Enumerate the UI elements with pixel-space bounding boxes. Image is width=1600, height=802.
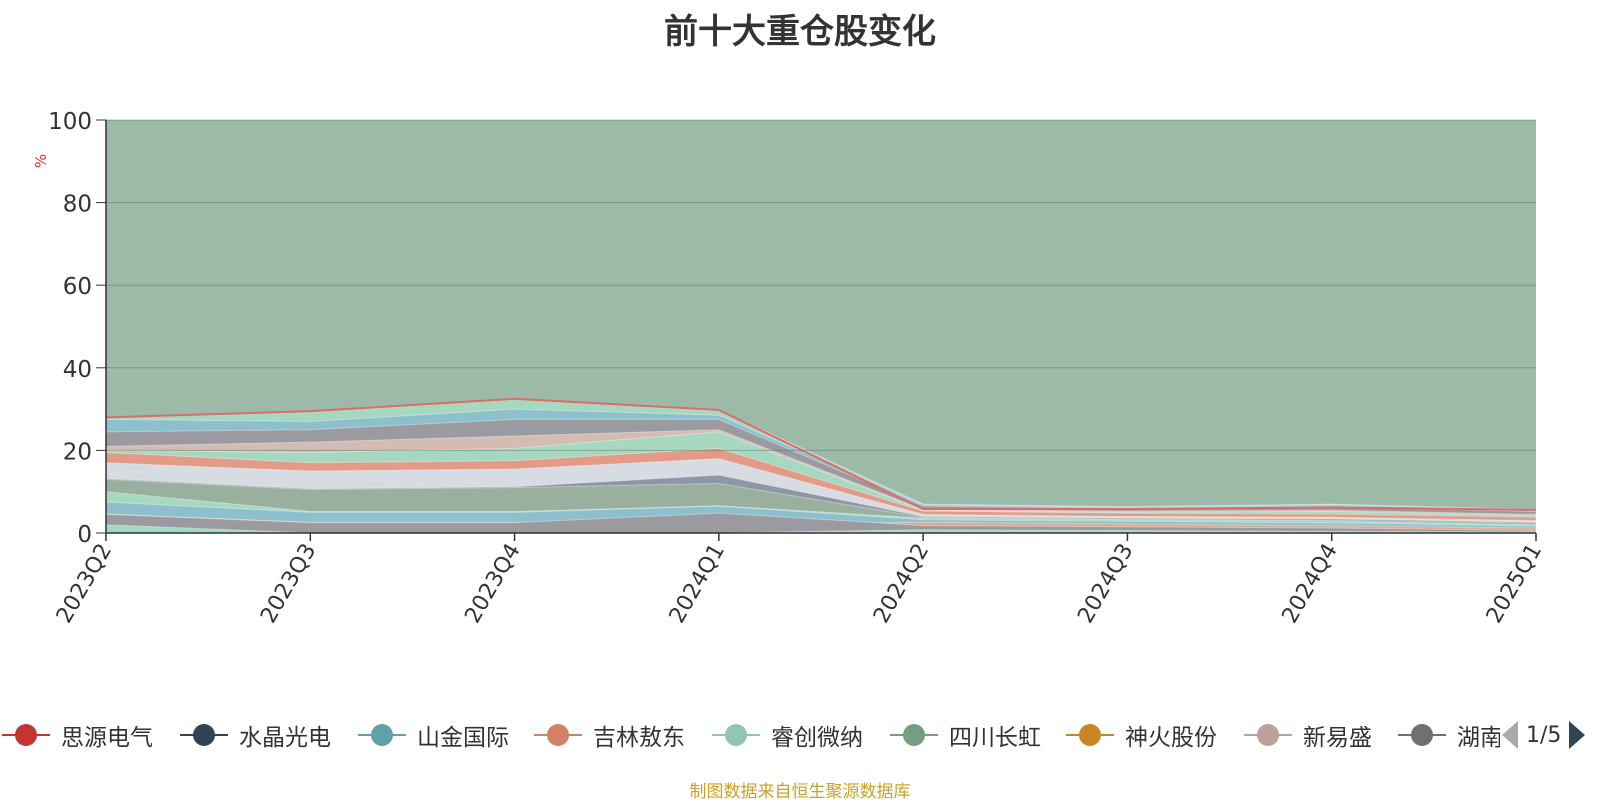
legend-item[interactable]: 四川长虹 [888, 710, 1041, 760]
x-tick-label: 2023Q4 [460, 540, 525, 628]
prev-page-icon[interactable] [1500, 719, 1520, 751]
x-tick-labels: 2023Q2 2023Q3 2023Q4 2024Q1 2024Q2 2024Q3 2024… [52, 540, 1547, 628]
legend-marker-icon [2, 724, 50, 746]
page-indicator: 1/5 [1526, 722, 1562, 748]
legend-label: 山金国际 [417, 725, 509, 751]
legend-marker-icon [712, 724, 760, 746]
y-tick-label: 40 [63, 357, 92, 383]
y-tick-label: 80 [63, 192, 92, 218]
axes [96, 119, 1537, 541]
legend-label: 睿创微纳 [771, 725, 863, 751]
legend-item[interactable]: 新易盛 [1242, 710, 1372, 760]
series-line-top [105, 397, 1537, 511]
legend-label: 新易盛 [1303, 725, 1372, 751]
y-tick-labels: 0 20 40 60 80 100 [48, 109, 92, 548]
legend-item[interactable]: 湖南 [1396, 710, 1500, 760]
legend: 思源电气 水晶光电 山金国际 吉林敖东 睿创微纳 四川长虹 神火股份 新易盛 湖南 [0, 710, 1500, 760]
legend-label: 吉林敖东 [593, 725, 685, 751]
legend-label: 湖南 [1457, 725, 1500, 751]
legend-marker-icon [358, 724, 406, 746]
legend-marker-icon [180, 724, 228, 746]
y-tick-label: 100 [48, 109, 92, 135]
x-tick-label: 2025Q1 [1482, 540, 1547, 628]
chart-title: 前十大重仓股变化 [664, 12, 936, 52]
legend-item[interactable]: 思源电气 [0, 710, 153, 760]
legend-item[interactable]: 睿创微纳 [710, 710, 863, 760]
legend-label: 四川长虹 [949, 725, 1041, 751]
legend-marker-icon [1066, 724, 1114, 746]
y-axis-unit: % [32, 153, 51, 169]
stacked-areas [105, 397, 1537, 534]
x-tick-label: 2024Q1 [665, 540, 730, 628]
legend-item[interactable]: 吉林敖东 [532, 710, 685, 760]
legend-marker-icon [890, 724, 938, 746]
grid-lines [106, 119, 1536, 451]
legend-item[interactable]: 神火股份 [1064, 710, 1217, 760]
next-page-icon[interactable] [1567, 719, 1587, 751]
legend-item[interactable]: 山金国际 [356, 710, 509, 760]
x-tick-label: 2024Q4 [1278, 540, 1343, 628]
legend-label: 神火股份 [1125, 725, 1217, 751]
legend-pager: 1/5 [1500, 718, 1600, 752]
source-note: 制图数据来自恒生聚源数据库 [689, 782, 911, 802]
legend-item[interactable]: 水晶光电 [178, 710, 331, 760]
x-tick-label: 2024Q2 [869, 540, 934, 628]
y-tick-label: 20 [63, 439, 92, 465]
legend-marker-icon [1398, 724, 1446, 746]
legend-marker-icon [1244, 724, 1292, 746]
x-tick-label: 2024Q3 [1073, 540, 1138, 628]
x-tick-label: 2023Q3 [256, 540, 321, 628]
y-tick-label: 60 [63, 274, 92, 300]
legend-label: 思源电气 [61, 725, 153, 751]
x-tick-label: 2023Q2 [52, 540, 117, 628]
legend-marker-icon [534, 724, 582, 746]
legend-label: 水晶光电 [239, 725, 331, 751]
y-tick-label: 0 [77, 522, 92, 548]
